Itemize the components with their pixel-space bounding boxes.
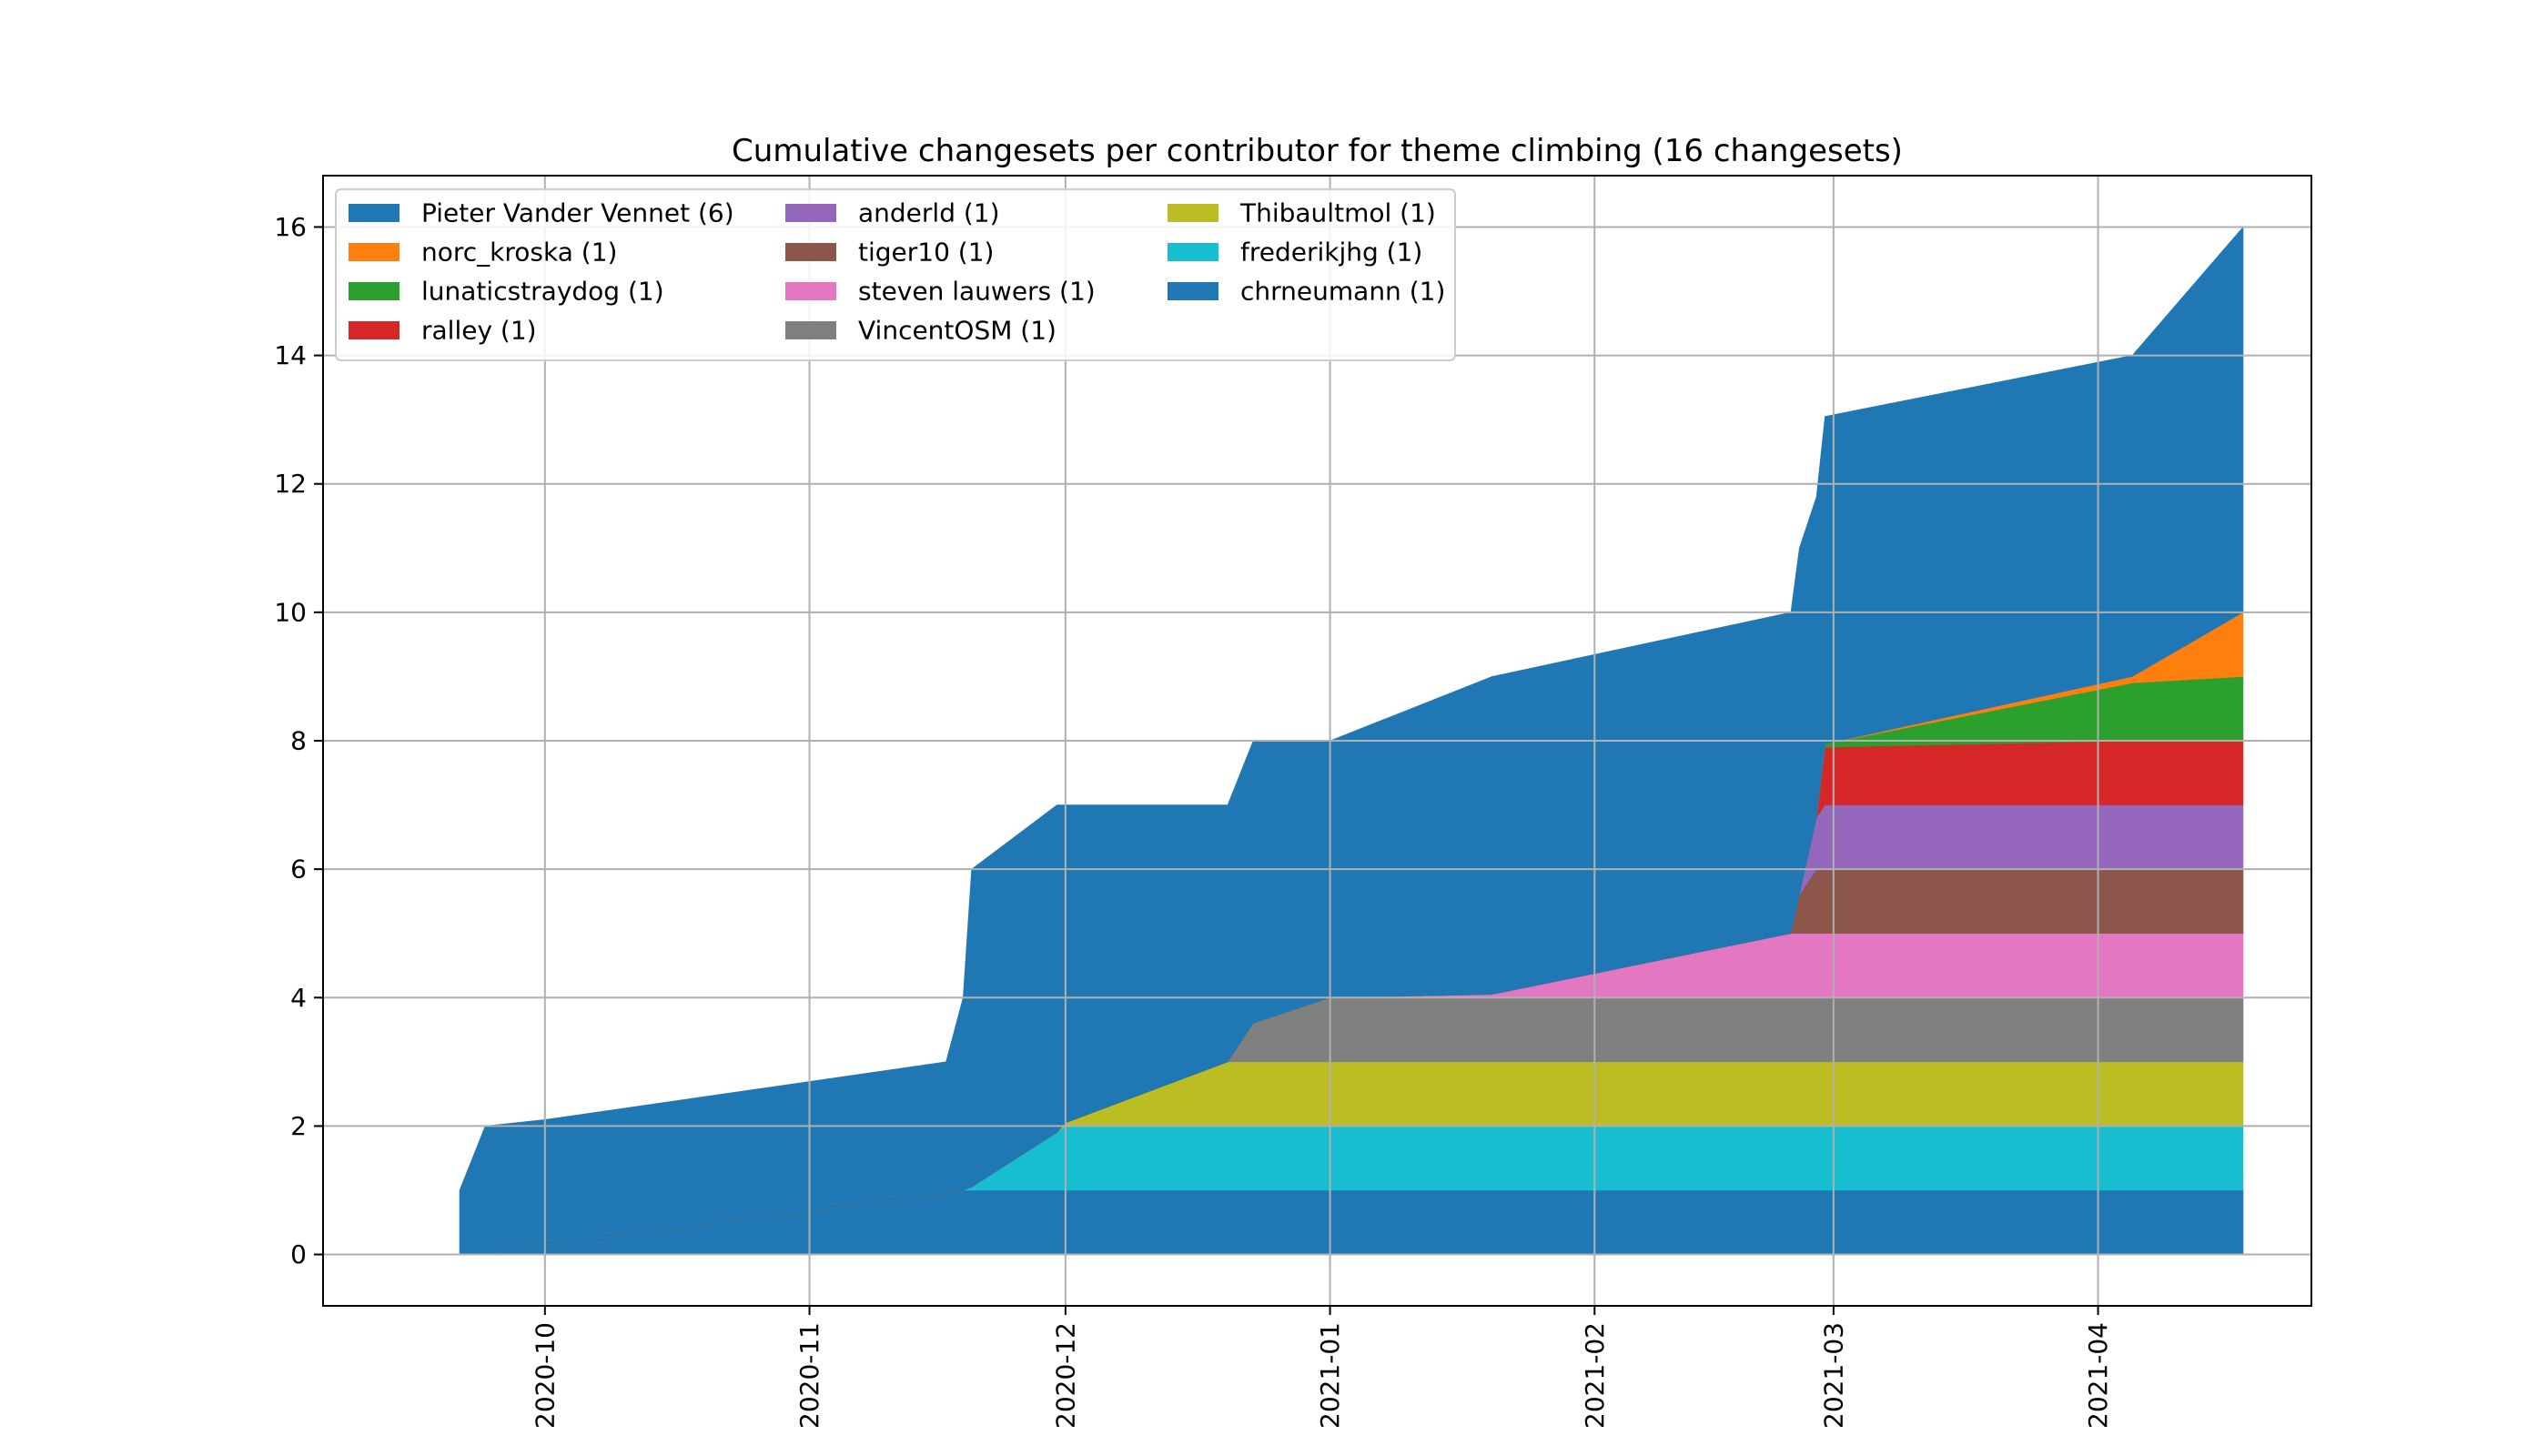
- x-tick-label: 2020-10: [530, 1322, 560, 1429]
- legend-swatch: [349, 243, 399, 261]
- y-tick-label: 10: [274, 597, 307, 627]
- y-tick-label: 12: [274, 469, 307, 499]
- y-tick-label: 4: [290, 983, 307, 1013]
- y-tick-label: 6: [290, 854, 307, 885]
- legend-label: Thibaultmol (1): [1239, 198, 1436, 228]
- legend-label: frederikjhg (1): [1240, 238, 1422, 268]
- legend-swatch: [1168, 243, 1218, 261]
- legend-label: steven lauwers (1): [858, 277, 1096, 307]
- x-tick-label: 2020-12: [1050, 1322, 1080, 1429]
- legend-swatch: [1168, 204, 1218, 222]
- legend-swatch: [349, 282, 399, 300]
- legend-label: norc_kroska (1): [421, 238, 617, 268]
- y-tick-label: 2: [290, 1111, 307, 1141]
- x-tick-label: 2021-02: [1580, 1322, 1610, 1429]
- legend-label: Pieter Vander Vennet (6): [421, 198, 734, 228]
- y-tick-label: 16: [274, 212, 307, 242]
- legend-swatch: [1168, 282, 1218, 300]
- legend-swatch: [785, 321, 836, 339]
- legend-swatch: [785, 282, 836, 300]
- y-tick-label: 8: [290, 726, 307, 756]
- legend-box: [335, 188, 1456, 361]
- chart-legend: Pieter Vander Vennet (6) norc_kroska (1) l…: [335, 188, 1456, 361]
- x-tick-label: 2021-01: [1315, 1322, 1345, 1429]
- legend-label: chrneumann (1): [1240, 277, 1445, 307]
- legend-swatch: [349, 321, 399, 339]
- legend-swatch: [785, 204, 836, 222]
- y-tick-label: 14: [274, 340, 307, 370]
- tick-layer: 2020-10 2020-11 2020-12 2021-01 2021-02 2021-…: [274, 212, 2113, 1429]
- legend-label: tiger10 (1): [858, 238, 994, 268]
- legend-label: VincentOSM (1): [858, 316, 1057, 346]
- y-tick-label: 0: [290, 1239, 307, 1269]
- legend-swatch: [349, 204, 399, 222]
- legend-label: anderld (1): [858, 198, 1000, 228]
- legend-swatch: [785, 243, 836, 261]
- x-tick-label: 2021-04: [2083, 1322, 2113, 1429]
- chart-title: Cumulative changesets per contributor fo…: [732, 133, 1903, 169]
- x-tick-label: 2020-11: [794, 1322, 824, 1429]
- legend-label: lunaticstraydog (1): [421, 277, 664, 307]
- x-tick-label: 2021-03: [1818, 1322, 1848, 1429]
- legend-label: ralley (1): [421, 316, 537, 346]
